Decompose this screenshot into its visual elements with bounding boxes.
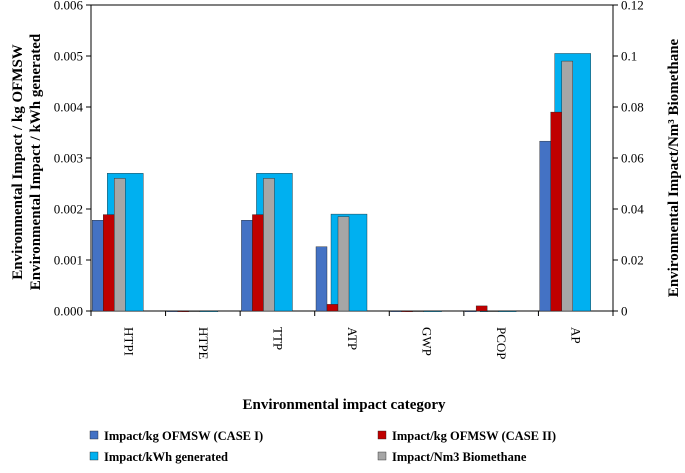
bar-case1-atp <box>315 246 328 312</box>
bar-biomethane-pcop <box>486 310 499 313</box>
legend-label: Impact/kg OFMSW (CASE I) <box>104 429 263 443</box>
category-label-ttp: TTP <box>270 327 285 350</box>
bar-case1-pcop <box>464 310 477 313</box>
category-label-htpi: HTPI <box>121 327 136 356</box>
category-labels: HTPI HTPE TTP ATP GWP PCOP AP <box>121 327 583 360</box>
category-label-pcop: PCOP <box>494 327 509 360</box>
legend-label: Impact/kg OFMSW (CASE II) <box>392 429 556 443</box>
right-tick-label: 0.02 <box>621 253 644 268</box>
left-tick-label: 0.005 <box>54 49 83 64</box>
category-label-atp: ATP <box>345 327 360 350</box>
bar-case1-ttp <box>241 220 253 312</box>
left-tick-label: 0.000 <box>54 304 83 319</box>
left-tick-label: 0.003 <box>54 151 83 166</box>
category-label-htpe: HTPE <box>196 327 211 360</box>
legend-swatch <box>89 430 99 440</box>
bar-case1-gwp <box>390 310 402 313</box>
left-axis-title-line-2: Environmental Impact / kWh generated <box>28 33 44 290</box>
bar-biomethane-gwp <box>412 310 424 313</box>
bar-biomethane-ap <box>561 60 573 312</box>
bar-case1-ap <box>539 140 551 312</box>
x-axis-title: Environmental impact category <box>242 397 446 413</box>
right-tick-label: 0.1 <box>621 49 637 64</box>
bar-biomethane-atp <box>337 216 350 312</box>
right-tick-label: 0 <box>621 304 628 319</box>
right-tick-label: 0.04 <box>621 202 644 217</box>
axes-group <box>90 311 614 316</box>
legend-swatch <box>377 430 387 440</box>
left-axis-ticks: 0.000 0.001 0.002 0.003 0.004 0.005 0.006 <box>54 0 91 319</box>
right-tick-label: 0.06 <box>621 151 644 166</box>
category-label-gwp: GWP <box>420 327 435 356</box>
bar-case1-htpe <box>166 310 179 313</box>
left-tick-label: 0.002 <box>54 202 83 217</box>
right-tick-label: 0.12 <box>621 0 644 13</box>
category-label-ap: AP <box>569 327 584 344</box>
legend-label: Impact/Nm3 Biomethane <box>392 450 527 464</box>
bar-case2-ttp <box>252 214 264 312</box>
legend-swatch <box>89 451 99 461</box>
bar-case2-htpi <box>103 214 115 312</box>
legend-swatch <box>377 451 387 461</box>
left-tick-label: 0.001 <box>54 253 83 268</box>
bars-group <box>92 53 591 313</box>
bar-case2-htpe <box>177 310 190 313</box>
bar-biomethane-htpe <box>188 310 201 313</box>
right-tick-label: 0.08 <box>621 100 644 115</box>
left-axis-title-line-1: Environmental Impact / kg OFMSW <box>10 44 26 280</box>
right-axis-ticks: 0 0.02 0.04 0.06 0.08 0.1 0.12 <box>613 0 644 319</box>
bar-case2-ap <box>550 111 562 312</box>
legend: Impact/kg OFMSW (CASE I) Impact/kg OFMSW … <box>89 429 556 464</box>
legend-label: Impact/kWh generated <box>104 450 228 464</box>
left-tick-label: 0.004 <box>54 100 84 115</box>
right-axis-title: Environmental Impact/Nm³ Biomethane <box>666 38 682 297</box>
bar-biomethane-htpi <box>114 178 126 312</box>
bar-case2-pcop <box>475 305 488 312</box>
bar-case2-gwp <box>401 310 413 313</box>
bar-case1-htpi <box>92 220 104 312</box>
bar-biomethane-ttp <box>263 178 275 312</box>
left-tick-label: 0.006 <box>54 0 84 13</box>
bar-case2-atp <box>326 304 339 312</box>
